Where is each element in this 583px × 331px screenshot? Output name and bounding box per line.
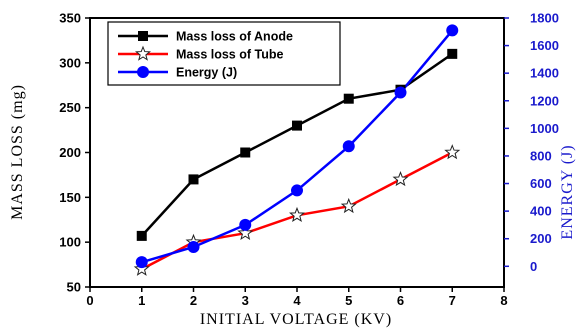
left-axis-title: MASS LOSS (mg) [9,84,26,220]
series-markers [133,24,461,276]
legend-swatch-marker [138,31,148,41]
right-tick-label: 1800 [530,11,559,26]
data-point-mass-loss-of-tube [133,260,150,276]
left-tick-label: 350 [59,11,81,26]
legend-swatch-marker [137,66,149,78]
data-point-energy-j [291,184,303,197]
right-axis-title: ENERGY (J) [559,144,576,239]
data-point-mass-loss-of-anode [136,230,147,241]
x-tick-label: 2 [190,293,197,308]
right-tick-label: 0 [530,259,537,274]
left-axis-ticks: 50 100 150 200 250 300 350 [59,11,90,295]
right-tick-label: 1400 [530,66,559,81]
x-tick-label: 5 [345,293,352,308]
data-point-mass-loss-of-tube [289,206,305,223]
x-tick-label: 8 [500,293,507,308]
left-tick-label: 200 [59,145,81,160]
x-axis-ticks: 0 1 2 3 4 5 6 7 8 [86,287,508,308]
right-tick-label: 800 [530,148,552,163]
data-point-mass-loss-of-anode [188,174,199,185]
x-tick-label: 0 [86,293,93,308]
data-point-mass-loss-of-tube [392,171,409,187]
data-point-mass-loss-of-tube [444,144,461,160]
right-tick-label: 1200 [530,93,559,108]
left-tick-label: 100 [59,235,81,250]
legend-label: Mass loss of Anode [176,30,293,44]
data-point-mass-loss-of-tube [237,224,254,240]
left-tick-label: 150 [59,190,81,205]
left-tick-label: 50 [67,280,81,295]
data-point-energy-j [187,240,200,253]
data-point-mass-loss-of-tube [340,197,357,214]
left-tick-label: 250 [59,100,81,115]
data-point-energy-j [394,86,407,99]
legend-label: Energy (J) [176,66,237,80]
right-tick-label: 1000 [530,121,559,136]
x-tick-label: 7 [449,293,456,308]
right-tick-label: 400 [530,204,552,219]
data-point-energy-j [342,140,355,153]
data-point-mass-loss-of-anode [343,93,354,104]
right-tick-label: 1600 [530,38,559,53]
data-point-energy-j [135,256,148,269]
x-tick-label: 4 [293,293,301,308]
x-tick-label: 3 [242,293,249,308]
legend-label: Mass loss of Tube [176,48,283,62]
legend: Mass loss of Anode Mass loss of Tube Energ… [107,21,341,86]
data-point-energy-j [239,218,252,231]
data-point-mass-loss-of-anode [447,48,458,59]
left-tick-label: 300 [59,55,81,70]
right-axis-ticks: 0 200 400 600 800 1000 1200 1400 1600 1800 [504,11,559,274]
x-axis-title: INITIAL VOLTAGE (KV) [200,311,392,328]
legend-swatch-marker [135,45,151,61]
right-tick-label: 600 [530,176,552,191]
x-tick-label: 1 [138,293,145,308]
data-point-energy-j [446,24,459,37]
x-tick-label: 6 [397,293,404,308]
data-point-mass-loss-of-anode [240,147,251,158]
right-tick-label: 200 [530,231,552,246]
data-point-mass-loss-of-anode [292,120,302,131]
